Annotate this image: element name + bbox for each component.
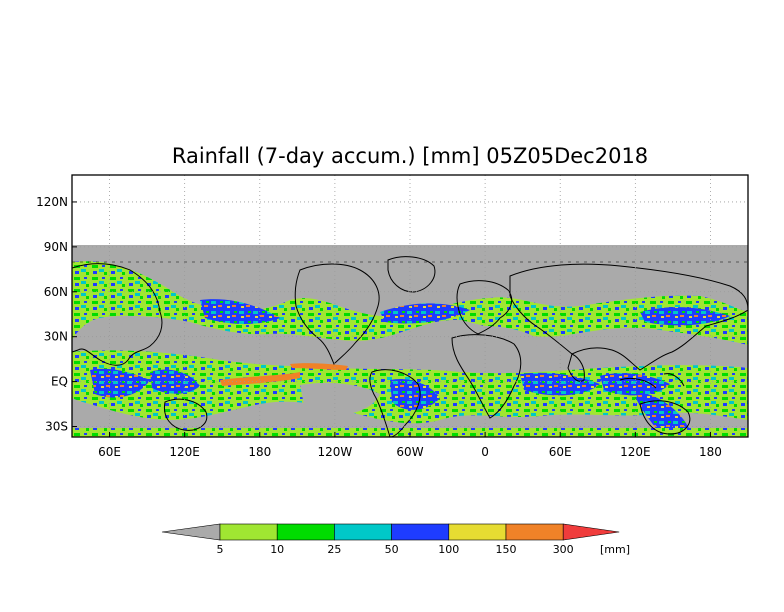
colorbar-swatch xyxy=(448,523,507,541)
lat-tick-label: 60N xyxy=(44,285,68,299)
colorbar-swatch xyxy=(334,523,392,541)
colorbar-label: 150 xyxy=(496,543,517,556)
lat-tick-label: 90N xyxy=(44,240,68,254)
lat-tick-label: 30S xyxy=(45,420,68,434)
lon-tick-label: 0 xyxy=(481,445,489,459)
colorbar-unit: [mm] xyxy=(600,543,630,556)
lon-tick-label: 120E xyxy=(620,445,651,459)
colorbar-swatch-above xyxy=(562,523,620,541)
colorbar-label: 10 xyxy=(270,543,284,556)
colorbar-swatch xyxy=(276,523,335,541)
colorbar-swatch xyxy=(391,523,450,541)
latitude-ticks: 120N 90N 60N 30N EQ 30S xyxy=(36,195,77,434)
lat-tick-label: EQ xyxy=(51,375,68,389)
map-title: Rainfall (7-day accum.) [mm] 05Z05Dec201… xyxy=(172,144,648,168)
colorbar-label: 5 xyxy=(217,543,224,556)
lon-tick-label: 60E xyxy=(549,445,572,459)
colorbar-label: 300 xyxy=(553,543,574,556)
colorbar-label: 100 xyxy=(438,543,459,556)
lon-tick-label: 120E xyxy=(169,445,200,459)
coastlines xyxy=(72,256,748,437)
lon-tick-label: 60E xyxy=(98,445,121,459)
colorbar-swatch xyxy=(219,523,278,541)
colorbar: 5 10 25 50 100 150 300 [mm] xyxy=(161,523,630,556)
gridlines xyxy=(72,175,748,437)
longitude-ticks: 60E 120E 180 120W 60W 0 60E 120E 180 xyxy=(98,432,722,459)
lon-tick-label: 60W xyxy=(396,445,423,459)
colorbar-swatch xyxy=(505,523,564,541)
colorbar-swatch-below xyxy=(161,523,221,541)
lon-tick-label: 120W xyxy=(317,445,352,459)
lat-tick-label: 30N xyxy=(44,330,68,344)
colorbar-label: 50 xyxy=(385,543,399,556)
lon-tick-label: 180 xyxy=(248,445,271,459)
lat-tick-label: 120N xyxy=(36,195,68,209)
colorbar-label: 25 xyxy=(327,543,341,556)
lon-tick-label: 180 xyxy=(699,445,722,459)
